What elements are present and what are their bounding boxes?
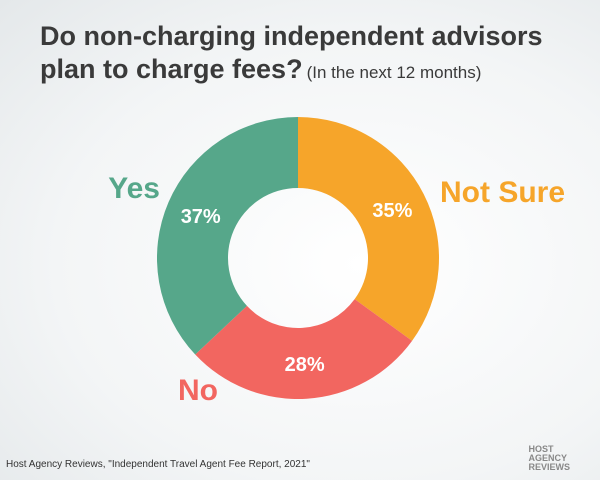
value-label: 28% (285, 354, 325, 376)
donut-segment (298, 117, 440, 341)
title-block: Do non-charging independent advisors pla… (40, 20, 560, 89)
logo-line: AGENCY (528, 453, 567, 463)
logo-line: HOST (528, 444, 554, 454)
category-label: Not Sure (440, 176, 565, 209)
value-label: 37% (181, 206, 221, 228)
category-label: No (178, 374, 218, 407)
value-label: 35% (372, 200, 412, 222)
logo-line: REVIEWS (528, 462, 570, 472)
category-label: Yes (108, 172, 160, 205)
donut-segment (195, 299, 413, 399)
source-note: Host Agency Reviews, "Independent Travel… (6, 459, 310, 470)
donut-segment (157, 117, 298, 355)
chart-title: Do non-charging independent advisors pla… (40, 21, 543, 84)
logo: HOST AGENCY REVIEWS (528, 445, 570, 472)
chart-subtitle: (In the next 12 months) (306, 63, 482, 82)
